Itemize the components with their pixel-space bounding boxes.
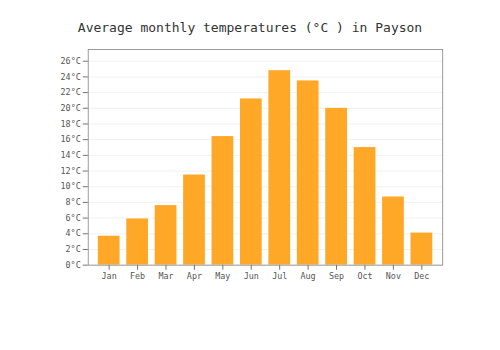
svg-text:Mar: Mar — [158, 271, 173, 281]
svg-text:8°C: 8°C — [66, 197, 81, 207]
svg-text:16°C: 16°C — [61, 134, 81, 144]
svg-text:Jul: Jul — [272, 271, 287, 281]
svg-text:2°C: 2°C — [66, 244, 81, 254]
svg-text:Nov: Nov — [386, 271, 401, 281]
svg-text:18°C: 18°C — [61, 119, 81, 129]
svg-text:12°C: 12°C — [61, 166, 81, 176]
svg-text:6°C: 6°C — [66, 213, 81, 223]
svg-text:Jun: Jun — [244, 271, 259, 281]
svg-text:26°C: 26°C — [61, 56, 81, 66]
svg-text:Feb: Feb — [130, 271, 145, 281]
svg-text:4°C: 4°C — [66, 228, 81, 238]
svg-text:10°C: 10°C — [61, 181, 81, 191]
svg-text:Jan: Jan — [102, 271, 117, 281]
svg-text:Sep: Sep — [329, 271, 344, 281]
svg-text:Dec: Dec — [414, 271, 429, 281]
svg-text:0°C: 0°C — [66, 260, 81, 270]
svg-text:20°C: 20°C — [61, 103, 81, 113]
svg-text:24°C: 24°C — [61, 72, 81, 82]
svg-text:Aug: Aug — [301, 271, 316, 281]
svg-text:Oct: Oct — [357, 271, 372, 281]
svg-text:22°C: 22°C — [61, 87, 81, 97]
svg-text:Apr: Apr — [187, 271, 202, 281]
svg-text:May: May — [215, 271, 230, 281]
html-text:Average monthly temperatures (: Average monthly temperatures (°C ) in Pa… — [77, 20, 423, 35]
svg-text:14°C: 14°C — [61, 150, 81, 160]
